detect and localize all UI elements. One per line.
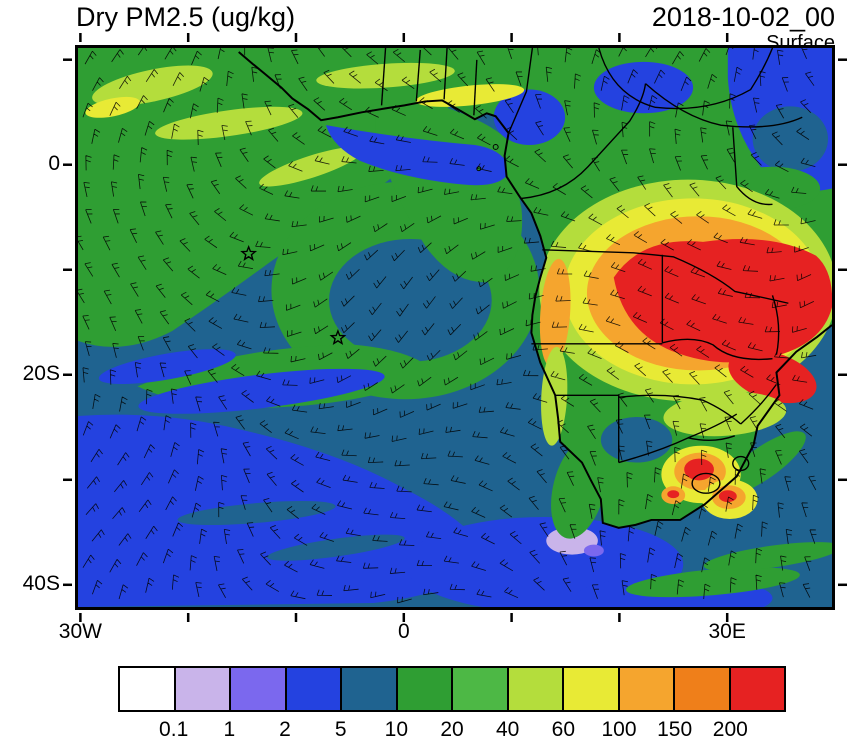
lat-tick-label: 20S — [22, 361, 60, 385]
colorbar-box — [562, 668, 618, 710]
plot-datetime: 2018-10-02_00 — [651, 2, 835, 32]
country-borders — [380, 48, 803, 494]
plot-title: Dry PM2.5 (ug/kg) — [76, 2, 296, 32]
colorbar-box — [617, 668, 673, 710]
lat-tick-label: 40S — [22, 571, 60, 595]
colorbar-box — [284, 668, 340, 710]
colorbar-box — [340, 668, 396, 710]
colorbar-box — [673, 668, 729, 710]
colorbar-tick-label: 10 — [384, 718, 409, 741]
colorbar-tick-label: 200 — [712, 718, 748, 741]
colorbar — [118, 666, 786, 712]
lat-tick-label: 0 — [48, 151, 60, 175]
colorbar-tick-label: 40 — [495, 718, 520, 741]
colorbar-tick-label: 5 — [334, 718, 347, 741]
island-dots — [476, 143, 499, 172]
colorbar-box — [173, 668, 229, 710]
colorbar-tick-label: 1 — [223, 718, 236, 741]
colorbar-tick-label: 2 — [279, 718, 291, 741]
colorbar-tick-label: 100 — [601, 718, 637, 741]
colorbar-tick-label: 20 — [440, 718, 464, 741]
colorbar-box — [506, 668, 562, 710]
colorbar-box — [229, 668, 285, 710]
lon-tick-label: 30W — [58, 620, 102, 643]
coastline — [238, 51, 832, 529]
colorbar-box — [120, 668, 174, 710]
lon-tick-label: 0 — [397, 620, 410, 643]
land-pm-field — [316, 48, 832, 519]
colorbar-box — [728, 668, 784, 710]
colorbar-tick-label: 60 — [551, 718, 576, 741]
star-marker — [329, 329, 347, 346]
colorbar-box — [451, 668, 507, 710]
colorbar-tick-label: 150 — [657, 718, 693, 741]
map-frame — [75, 45, 835, 610]
lon-tick-label: 30E — [708, 620, 746, 643]
star-marker — [240, 244, 258, 261]
wind-barbs — [78, 48, 817, 604]
colorbar-tick-label: 0.1 — [159, 718, 189, 741]
star-markers — [240, 244, 347, 346]
colorbar-box — [395, 668, 451, 710]
pm25-map — [78, 48, 832, 607]
